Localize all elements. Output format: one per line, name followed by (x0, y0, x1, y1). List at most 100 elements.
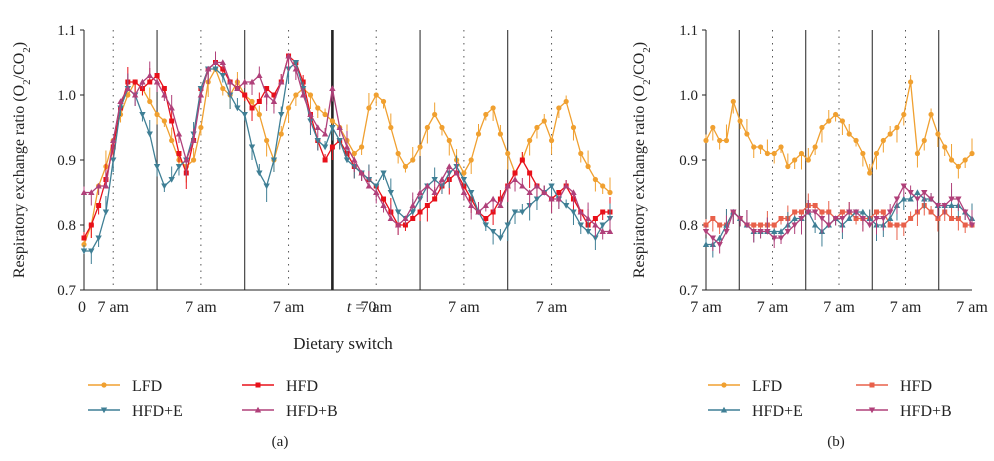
y-tick-label: 1.0 (57, 88, 76, 104)
data-point (292, 65, 300, 72)
data-point (315, 105, 321, 111)
data-point (219, 72, 227, 79)
data-point (219, 59, 227, 66)
data-point (961, 209, 969, 216)
data-point (702, 228, 710, 235)
data-point (285, 52, 292, 59)
data-point (533, 196, 541, 203)
data-point (402, 163, 409, 170)
data-point (505, 150, 511, 157)
data-point (161, 118, 167, 124)
data-point (908, 79, 914, 85)
data-point (263, 183, 270, 190)
data-point (460, 189, 468, 196)
data-point (387, 189, 395, 196)
data-point (147, 79, 153, 85)
data-point (859, 208, 867, 215)
data-point (736, 215, 744, 222)
data-point (541, 189, 548, 196)
data-point (955, 196, 962, 203)
data-point (256, 99, 262, 104)
legend-label-HFD: HFD (900, 378, 932, 395)
data-point (176, 151, 182, 156)
data-point (139, 111, 146, 118)
data-point (798, 209, 804, 215)
y-tick-label: 0.9 (57, 153, 76, 169)
data-point (256, 111, 262, 118)
data-point (777, 228, 785, 235)
data-point (460, 176, 468, 183)
data-point (791, 215, 798, 222)
data-point (750, 228, 757, 235)
y-tick-label: 1.1 (679, 23, 698, 39)
data-point (483, 216, 489, 221)
legend-marker-HFD+E (720, 406, 728, 413)
data-point (278, 131, 284, 137)
data-point (886, 215, 894, 222)
data-point (764, 228, 771, 235)
legend-label-HFD+E: HFD+E (752, 403, 803, 420)
data-point (307, 92, 314, 98)
data-point (941, 202, 948, 209)
data-point (322, 157, 328, 163)
data-point (482, 222, 490, 229)
data-point (914, 150, 921, 157)
data-point (81, 235, 87, 241)
panel-b-label: (b) (827, 434, 845, 450)
data-point (249, 105, 255, 111)
data-point (270, 157, 278, 164)
data-point (968, 222, 976, 229)
data-point (322, 111, 328, 118)
data-point (948, 196, 955, 203)
y-tick-label: 1.0 (679, 88, 698, 104)
data-point (578, 150, 584, 157)
legend-label-HFD+B: HFD+B (900, 403, 952, 420)
data-point (792, 157, 798, 163)
data-point (600, 209, 606, 215)
data-point (336, 124, 343, 131)
data-point (432, 196, 438, 202)
data-point (183, 156, 190, 163)
data-point (846, 209, 853, 216)
panel-a-label: (a) (272, 434, 289, 450)
data-point (234, 85, 241, 92)
data-point (880, 215, 887, 222)
data-point (758, 222, 764, 228)
data-point (461, 170, 467, 176)
data-point (278, 111, 285, 118)
data-point (270, 98, 278, 105)
data-point (453, 169, 460, 176)
data-point (497, 235, 504, 242)
data-point (293, 92, 299, 98)
data-point (577, 222, 584, 229)
data-point (424, 124, 430, 131)
data-point (819, 124, 825, 131)
data-point (241, 111, 248, 118)
data-point (730, 98, 736, 105)
data-point (702, 241, 710, 248)
data-point (190, 157, 197, 163)
data-point (424, 203, 430, 208)
data-point (811, 209, 819, 216)
data-point (292, 59, 300, 66)
data-point (482, 202, 490, 209)
data-point (263, 91, 270, 98)
legend-label-HFD+B: HFD+B (286, 403, 338, 420)
data-point (373, 92, 379, 98)
y-tick-label: 0.8 (679, 218, 698, 234)
x-tick-label: 7 am (97, 299, 129, 316)
data-point (175, 163, 183, 170)
data-point (599, 222, 606, 229)
legend-marker-HFD+B (254, 406, 262, 413)
data-point (329, 118, 335, 124)
data-point (439, 124, 445, 131)
data-point (562, 182, 570, 189)
data-point (887, 222, 893, 228)
data-point (204, 65, 212, 72)
data-point (825, 222, 832, 229)
data-point (248, 78, 256, 85)
data-point (241, 78, 248, 85)
data-point (886, 209, 894, 216)
data-point (584, 215, 592, 222)
